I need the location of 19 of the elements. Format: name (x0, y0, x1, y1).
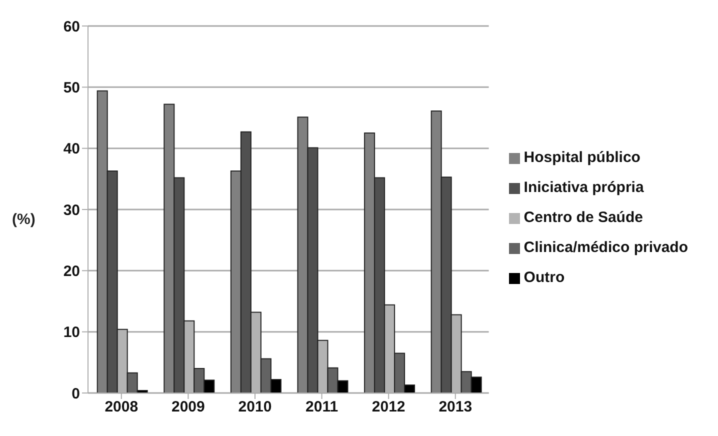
y-tick-label: 40 (63, 140, 80, 158)
y-tick-label: 0 (72, 385, 80, 402)
y-tick-label: 30 (63, 202, 80, 219)
y-axis-title: (%) (12, 211, 36, 228)
x-tick-label: 2012 (372, 398, 406, 416)
y-tick-label: 20 (63, 262, 80, 280)
x-tick-label: 2011 (306, 398, 338, 416)
legend-label: Centro de Saúde (524, 209, 643, 226)
x-tick-label: 2008 (104, 398, 138, 416)
legend-label: Outro (524, 269, 565, 286)
y-tick-label: 10 (63, 324, 80, 342)
legend-label: Iniciativa própria (524, 179, 644, 196)
x-tick-label: 2013 (438, 398, 472, 416)
legend-label: Clinica/médico privado (524, 239, 688, 256)
x-tick-label: 2010 (238, 398, 272, 416)
y-tick-label: 50 (63, 79, 80, 96)
y-tick-label: 60 (63, 18, 80, 36)
legend-label: Hospital público (524, 149, 640, 166)
x-tick-label: 2009 (172, 398, 205, 416)
